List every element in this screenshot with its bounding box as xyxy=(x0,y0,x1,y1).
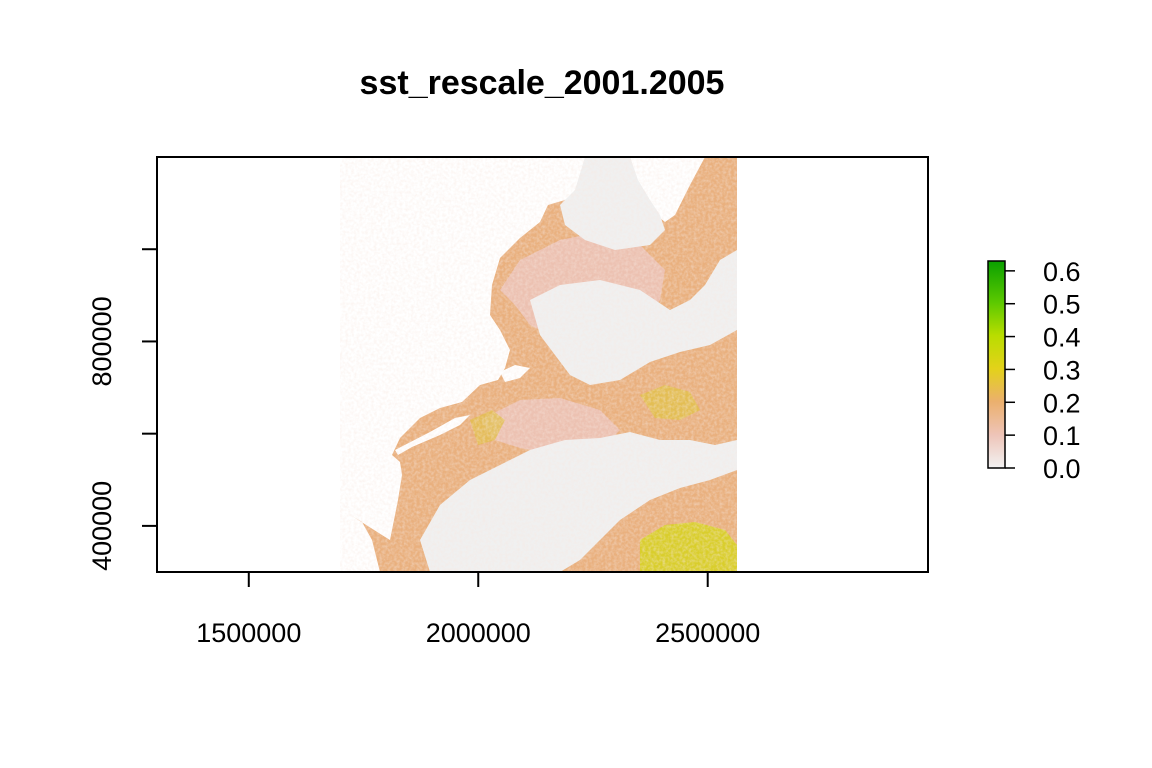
legend-tick-label: 0.5 xyxy=(1043,290,1081,320)
raster-texture xyxy=(340,157,737,572)
legend-tick-label: 0.0 xyxy=(1043,454,1081,484)
legend-tick-label: 0.6 xyxy=(1043,257,1081,287)
plot-frame xyxy=(156,156,929,573)
legend: 0.00.10.20.30.40.50.6 xyxy=(987,257,1081,484)
x-tick-label: 2000000 xyxy=(426,618,531,648)
chart-title: sst_rescale_2001.2005 xyxy=(360,64,725,102)
raster-layer xyxy=(340,157,737,572)
y-axis: 400000 800000 xyxy=(87,248,157,571)
legend-tick-label: 0.1 xyxy=(1043,421,1081,451)
legend-tick-label: 0.2 xyxy=(1043,388,1081,418)
x-tick-label: 1500000 xyxy=(196,618,301,648)
y-tick-label: 400000 xyxy=(87,481,117,571)
y-tick-label: 800000 xyxy=(87,296,117,386)
legend-tick-label: 0.3 xyxy=(1043,355,1081,385)
legend-tick-label: 0.4 xyxy=(1043,323,1081,353)
x-axis: 1500000 2000000 2500000 xyxy=(196,572,760,648)
legend-ticks: 0.00.10.20.30.40.50.6 xyxy=(1005,257,1081,484)
x-tick-label: 2500000 xyxy=(655,618,760,648)
legend-colorbar xyxy=(987,260,1006,469)
